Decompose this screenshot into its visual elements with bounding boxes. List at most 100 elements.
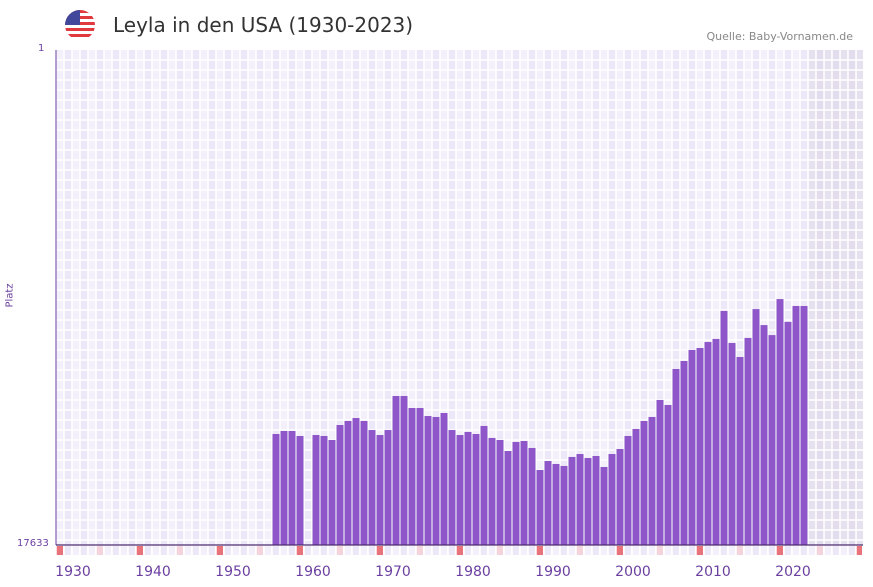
bar-1977 [432,416,440,545]
half-decade-marker [256,546,263,555]
bar-1996 [584,457,592,545]
bar-2005 [656,399,664,545]
bar-2007 [672,368,680,545]
half-decade-marker [176,546,183,555]
bar-1991 [544,461,552,545]
bar-1989 [528,447,536,545]
bar-2016 [744,337,752,545]
bar-1962 [312,435,320,545]
bar-1979 [448,430,456,545]
bar-2004 [648,416,656,545]
bar-1987 [512,441,520,545]
bar-1986 [504,451,512,545]
x-tick-label: 1990 [535,564,571,580]
bar-1982 [472,433,480,545]
decade-marker [856,546,862,555]
bar-2014 [728,342,736,545]
bar-2015 [736,356,744,545]
bar-1975 [416,408,424,545]
bar-1992 [552,463,560,545]
y-tick-label-bottom: 17633 [17,538,49,549]
bar-2010 [696,347,704,545]
bar-2012 [712,338,720,545]
y-axis-label: Platz [4,283,16,308]
bar-1966 [344,420,352,545]
x-tick-label: 2020 [775,564,811,580]
decade-marker [776,546,783,555]
bar-1993 [560,465,568,545]
half-decade-marker [816,546,823,555]
bar-1998 [600,466,608,545]
bar-1985 [496,439,504,545]
bar-1963 [320,435,328,545]
decade-marker [136,546,143,555]
bar-1967 [352,417,360,545]
bar-2023 [800,305,808,545]
bar-1999 [608,454,616,545]
decade-marker [696,546,703,555]
bar-1969 [368,430,376,545]
bar-1973 [400,395,408,545]
x-tick-label: 1980 [455,564,491,580]
half-decade-marker [416,546,423,555]
bar-1978 [440,412,448,545]
bar-1974 [408,408,416,545]
bar-1981 [464,431,472,545]
bar-1960 [296,435,304,545]
bar-1958 [280,430,288,545]
bar-1997 [592,456,600,545]
half-decade-marker [736,546,743,555]
x-tick-label: 1940 [135,564,171,580]
bar-1964 [328,439,336,545]
decade-marker [616,546,623,555]
y-tick-label-top: 1 [38,43,45,54]
bar-1972 [392,395,400,545]
x-tick-label: 2000 [615,564,651,580]
bar-2000 [616,449,624,545]
half-decade-marker [336,546,343,555]
bar-2019 [768,335,776,545]
decade-marker [536,546,543,555]
decade-marker [56,546,63,555]
x-tick-label: 2010 [695,564,731,580]
x-tick-label: 1930 [55,564,91,580]
bar-2008 [680,360,688,545]
bar-2002 [632,428,640,545]
bar-1965 [336,425,344,545]
bar-1971 [384,430,392,545]
bar-1994 [568,456,576,545]
bar-2018 [760,325,768,545]
decade-marker [456,546,463,555]
decade-marker [376,546,383,555]
bar-2001 [624,435,632,545]
bar-2021 [784,321,792,545]
x-tick-label: 1960 [295,564,331,580]
chart-title: Leyla in den USA (1930-2023) [113,13,414,37]
bar-1990 [536,469,544,545]
bar-2009 [688,349,696,545]
bar-1980 [456,435,464,545]
bar-1988 [520,440,528,545]
bar-2011 [704,342,712,545]
bar-2017 [752,309,760,545]
half-decade-marker [96,546,103,555]
decade-marker [216,546,223,555]
x-tick-label: 1950 [215,564,251,580]
decade-marker [296,546,303,555]
bar-1984 [488,437,496,545]
bar-2013 [720,310,728,545]
half-decade-marker [496,546,503,555]
bar-1983 [480,425,488,545]
bar-1957 [272,433,280,545]
bar-2006 [664,404,672,545]
bar-1976 [424,416,432,545]
x-tick-label: 1970 [375,564,411,580]
bar-1968 [360,420,368,545]
us-flag-icon [65,10,95,40]
half-decade-marker [656,546,663,555]
bar-1959 [288,430,296,545]
source-link[interactable]: Quelle: Baby-Vornamen.de [706,30,853,43]
bar-1970 [376,435,384,545]
bar-2003 [640,420,648,545]
